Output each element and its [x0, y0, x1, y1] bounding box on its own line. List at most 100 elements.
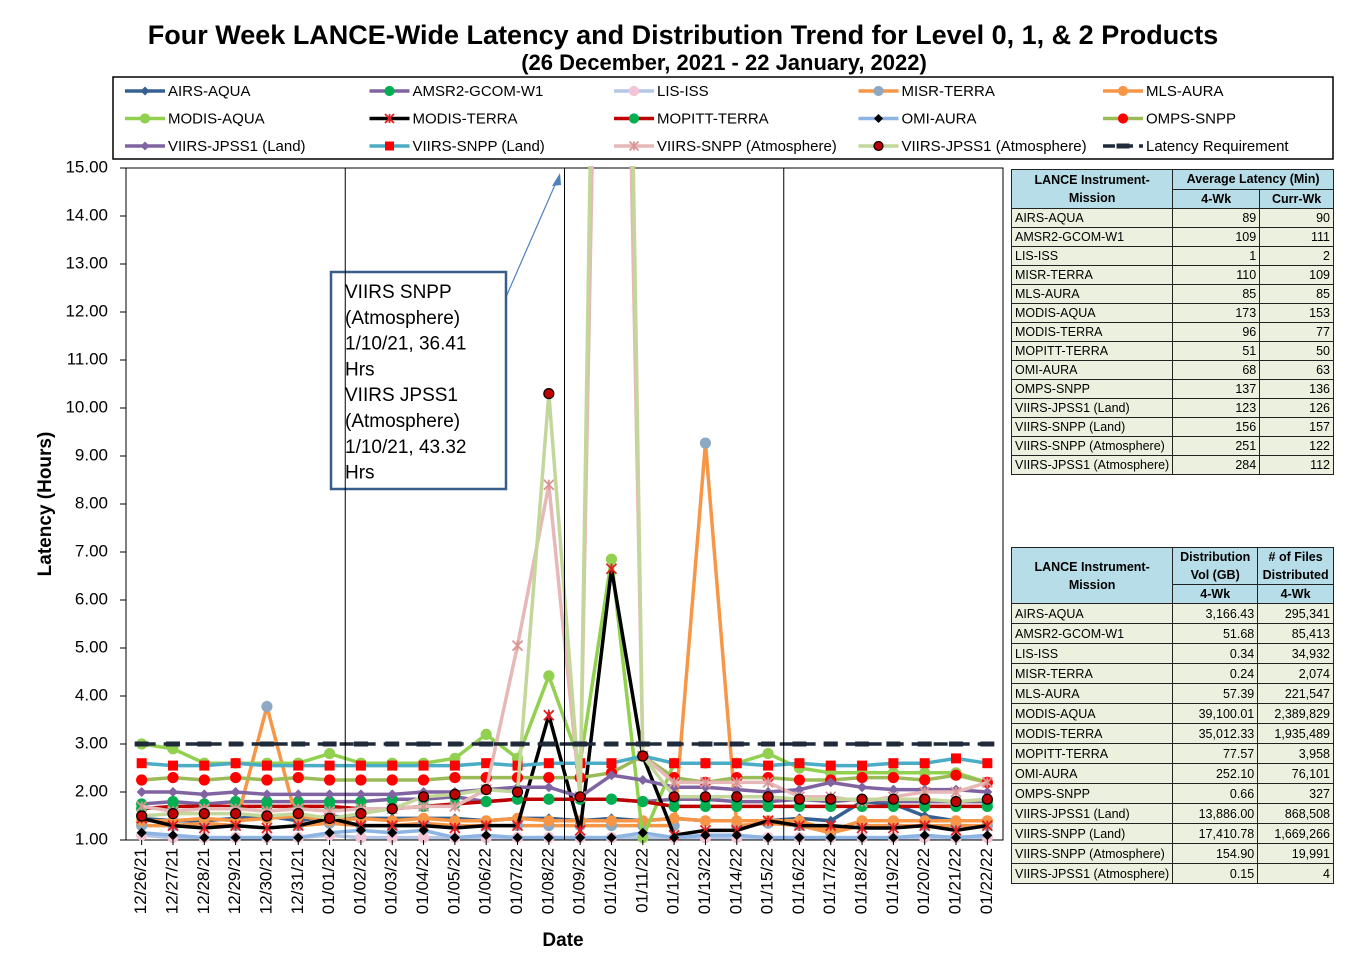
marker	[385, 141, 394, 151]
marker	[628, 85, 640, 97]
marker	[292, 807, 304, 820]
marker	[167, 807, 179, 820]
marker	[700, 758, 711, 769]
table-cell: 85	[1259, 284, 1334, 304]
marker	[606, 770, 617, 781]
table-row: VIIRS-SNPP (Atmosphere) 251 122	[1010, 436, 1334, 456]
y-tick-label: 14.00	[65, 205, 108, 224]
marker	[919, 758, 930, 769]
table-cell: 156	[1172, 417, 1261, 437]
marker	[951, 753, 962, 764]
legend-label: VIIRS-SNPP (Atmosphere)	[657, 138, 837, 155]
marker	[699, 815, 712, 827]
table-row: VIIRS-SNPP (Land) 156 157	[1010, 417, 1334, 437]
x-tick-label: 01/20/22	[914, 848, 933, 914]
table-cell: MOPITT-TERRA	[1010, 341, 1174, 361]
table-cell: VIIRS-SNPP (Land)	[1010, 417, 1174, 437]
table-cell: VIIRS-SNPP (Atmosphere)	[1010, 436, 1174, 456]
marker	[606, 832, 617, 843]
annotation-text: VIIRS SNPP	[345, 282, 452, 303]
table-cell: MISR-TERRA	[1010, 663, 1174, 684]
marker	[605, 793, 618, 805]
table-cell: 68	[1172, 360, 1261, 380]
marker	[825, 760, 836, 771]
table-row: AIRS-AQUA 89 90	[1010, 208, 1334, 228]
table-cell: MLS-AURA	[1010, 284, 1174, 304]
marker	[874, 114, 883, 123]
marker	[919, 830, 930, 841]
marker	[543, 388, 555, 400]
marker	[167, 819, 179, 832]
marker	[480, 819, 492, 832]
marker	[136, 810, 148, 822]
marker	[637, 775, 648, 785]
marker	[825, 819, 837, 832]
table-cell: 0.15	[1172, 863, 1259, 884]
marker	[387, 760, 398, 771]
table-row: 4-Wk Curr-Wk	[1012, 188, 1334, 209]
table-cell: 57.39	[1172, 683, 1259, 704]
marker	[919, 819, 931, 832]
marker	[1117, 113, 1129, 124]
x-tick-label: 01/07/22	[507, 848, 526, 914]
marker	[575, 832, 586, 843]
table-row: LANCE Instrument-Mission Distribution Vol…	[1010, 547, 1334, 604]
table-cell: 122	[1259, 436, 1334, 456]
table-row: VIIRS-JPSS1 (Atmosphere) 0.15 4	[1010, 863, 1334, 884]
marker	[628, 140, 640, 152]
table-row: VIIRS-JPSS1 (Atmosphere) 284 112	[1010, 455, 1334, 475]
table-row: MISR-TERRA 0.24 2,074	[1010, 663, 1334, 684]
table-row: MOPITT-TERRA 51 50	[1010, 341, 1334, 361]
x-tick-label: 12/29/21	[225, 848, 244, 914]
table-cell: 3,958	[1257, 743, 1334, 764]
table-cell: # of Files Distributed	[1257, 547, 1334, 585]
legend-label: AMSR2-GCOM-W1	[413, 83, 544, 100]
x-tick-label: 01/16/22	[789, 848, 808, 914]
x-tick-label: 01/10/22	[601, 848, 620, 914]
chart-subtitle: (26 December, 2021 - 22 January, 2022)	[521, 50, 927, 75]
marker	[386, 774, 398, 786]
table-cell: 123	[1172, 398, 1261, 418]
table-row: MISR-TERRA 110 109	[1010, 265, 1334, 285]
marker	[199, 832, 210, 843]
table-cell: 295,341	[1257, 603, 1334, 624]
table-cell: 4	[1257, 863, 1334, 884]
x-tick-label: 01/09/22	[570, 848, 589, 914]
marker	[293, 789, 304, 800]
marker	[261, 832, 272, 843]
table-cell: 153	[1259, 303, 1334, 323]
table-cell: 2	[1259, 246, 1334, 266]
marker	[731, 815, 743, 827]
marker	[449, 788, 461, 801]
marker	[700, 830, 711, 841]
plot-series	[134, 166, 995, 844]
annotation-text: 1/10/21, 36.41	[345, 334, 467, 355]
table-cell: LIS-ISS	[1010, 643, 1174, 664]
marker	[669, 832, 680, 843]
marker	[543, 479, 555, 491]
y-tick-label: 2.00	[75, 781, 108, 800]
marker	[888, 758, 899, 769]
table-cell: 51	[1172, 341, 1261, 361]
legend-label: VIIRS-JPSS1 (Atmosphere)	[902, 138, 1087, 155]
marker	[605, 815, 618, 827]
annotation-arrowhead	[552, 173, 561, 186]
table-cell: 17,410.78	[1172, 823, 1259, 844]
marker	[793, 793, 806, 805]
table-cell: 284	[1172, 455, 1261, 475]
marker	[887, 793, 899, 805]
table-row: VIIRS-SNPP (Atmosphere) 154.90 19,991	[1010, 843, 1334, 864]
marker	[699, 800, 712, 813]
marker	[606, 758, 617, 769]
annotation-text: 1/10/21, 43.32	[345, 437, 467, 458]
marker	[480, 783, 492, 796]
marker	[355, 789, 366, 800]
table-row: VIIRS-SNPP (Land) 17,410.78 1,669,266	[1010, 823, 1334, 844]
marker	[167, 771, 179, 784]
marker	[355, 760, 366, 771]
x-tick-label: 01/11/22	[632, 848, 651, 913]
y-tick-label: 12.00	[65, 301, 108, 320]
marker	[261, 774, 273, 786]
marker	[762, 815, 774, 827]
table-cell: 90	[1259, 208, 1334, 228]
